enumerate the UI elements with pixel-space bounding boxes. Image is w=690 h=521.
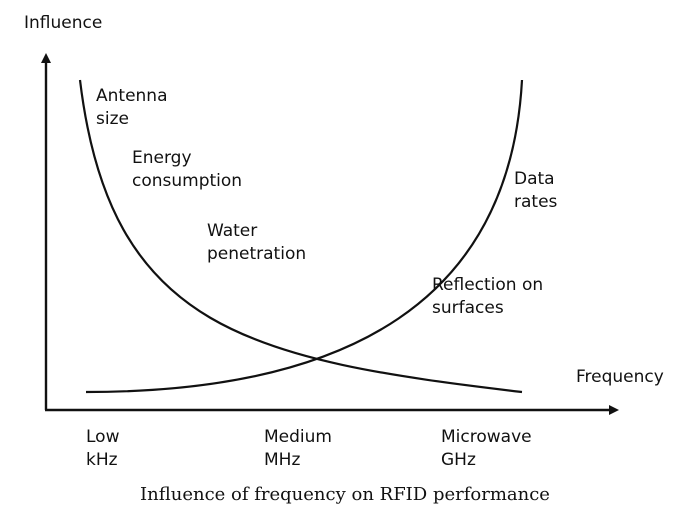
y-axis-label: Influence <box>24 13 103 33</box>
curve-label-antenna-size: Antenna size <box>96 86 168 129</box>
band-label-medium: Medium MHz <box>264 427 332 470</box>
increasing-influence-curve <box>85 79 524 394</box>
curve-label-energy-consumption: Energy consumption <box>132 148 243 191</box>
curve-label-reflection-on-surfaces: Reflection on surfaces <box>432 275 544 318</box>
decreasing-influence-curve <box>78 79 523 394</box>
curve-label-data-rates: Data rates <box>514 169 558 212</box>
curve-label-water-penetration: Water penetration <box>207 221 307 264</box>
band-label-microwave: Microwave GHz <box>441 427 532 470</box>
x-axis-label: Frequency <box>576 367 664 387</box>
figure-caption: Influence of frequency on RFID performan… <box>140 484 550 505</box>
band-label-low: Low kHz <box>86 427 120 470</box>
